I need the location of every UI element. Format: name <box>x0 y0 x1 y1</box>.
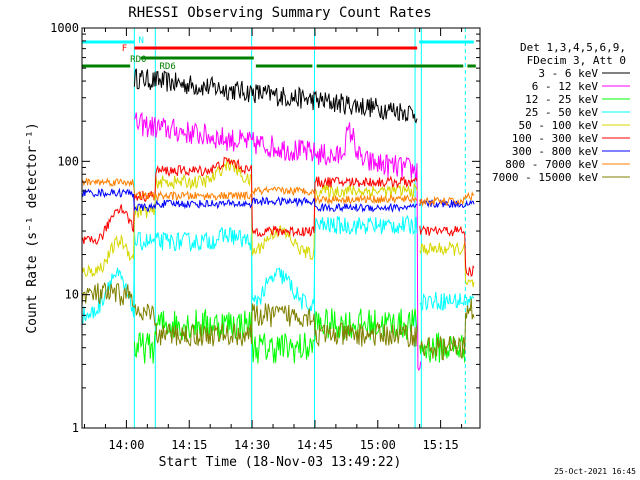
legend: Det 1,3,4,5,6,9, FDecim 3, Att 0 3 - 6 k… <box>492 41 630 184</box>
x-tick-label: 14:15 <box>171 438 207 452</box>
legend-label-2: 6 - 12 keV <box>532 80 599 93</box>
timestamp: 25-Oct-2021 16:45 <box>554 467 636 476</box>
legend-label-3: 12 - 25 keV <box>525 93 598 106</box>
legend-label-4: 25 - 50 keV <box>525 106 598 119</box>
flag-label-rd6: RD6 <box>160 62 176 72</box>
y-tick-label: 1 <box>72 421 79 435</box>
flag-label-flare: F <box>122 44 127 54</box>
y-axis-label: Count Rate (s⁻¹ detector⁻¹) <box>25 122 40 333</box>
series-line-8 <box>81 177 475 207</box>
x-tick-label: 14:00 <box>108 438 144 452</box>
series-line-4 <box>81 214 475 324</box>
y-tick-label: 10 <box>65 288 79 302</box>
x-tick-label: 14:30 <box>234 438 270 452</box>
y-tick-label: 100 <box>57 154 79 168</box>
flag-label-night: N <box>139 36 144 46</box>
legend-header-2: FDecim 3, Att 0 <box>527 54 626 67</box>
x-tick-label: 15:00 <box>360 438 396 452</box>
x-tick-label: 14:45 <box>297 438 333 452</box>
legend-label-5: 50 - 100 keV <box>519 119 599 132</box>
legend-header-1: Det 1,3,4,5,6,9, <box>520 41 626 54</box>
x-tick-label: 15:15 <box>423 438 459 452</box>
series-line-9 <box>81 281 475 361</box>
axis-ticks: 14:00 14:15 14:30 14:45 15:00 15:15 1 10 100 1000 <box>50 21 480 452</box>
series-line-2 <box>133 111 422 372</box>
x-axis-label: Start Time (18-Nov-03 13:49:22) <box>159 455 402 470</box>
legend-label-7: 300 - 800 keV <box>512 145 598 158</box>
series-line-6 <box>81 156 475 278</box>
series-line-1 <box>133 68 418 124</box>
legend-label-9: 7000 - 15000 keV <box>492 171 598 184</box>
legend-label-6: 100 - 300 keV <box>512 132 598 145</box>
legend-label-8: 800 - 7000 keV <box>505 158 598 171</box>
flag-label-rd0: RD0 <box>130 55 146 65</box>
y-tick-label: 1000 <box>50 21 79 35</box>
legend-label-1: 3 - 6 keV <box>538 67 598 80</box>
plot-frame <box>81 27 481 429</box>
chart-title: RHESSI Observing Summary Count Rates <box>128 5 431 21</box>
